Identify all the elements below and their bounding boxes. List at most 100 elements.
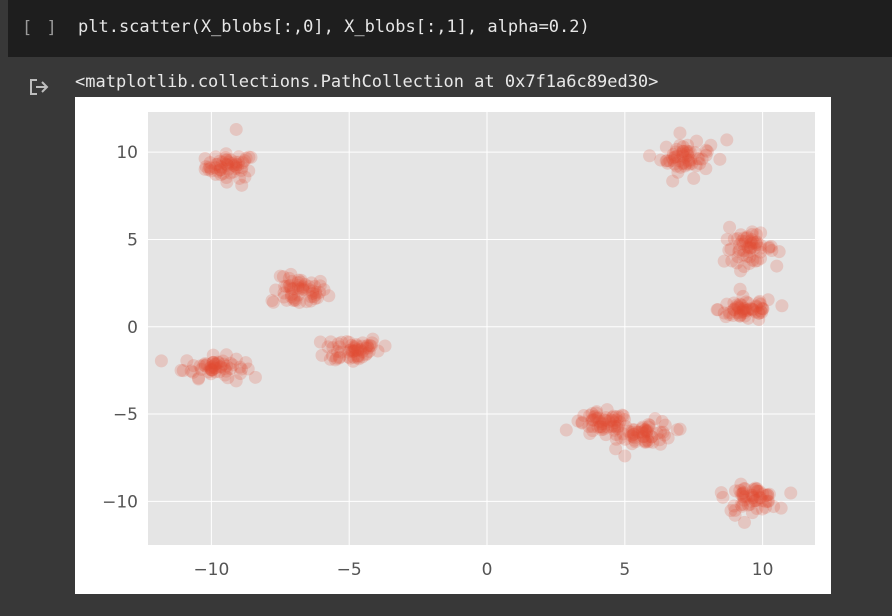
scatter-point xyxy=(727,303,741,317)
scatter-point xyxy=(607,423,621,437)
scatter-point xyxy=(343,351,357,365)
scatter-point xyxy=(606,414,620,428)
scatter-point xyxy=(345,345,359,359)
scatter-point xyxy=(586,424,600,438)
scatter-point xyxy=(730,298,744,312)
scatter-point xyxy=(673,422,687,436)
scatter-point xyxy=(710,303,724,317)
scatter-point xyxy=(716,490,730,504)
scatter-point xyxy=(628,435,642,449)
scatter-point xyxy=(346,354,360,368)
scatter-point xyxy=(304,276,318,290)
scatter-point xyxy=(738,234,752,248)
scatter-point xyxy=(741,498,755,512)
scatter-point xyxy=(737,485,751,499)
scatter-point xyxy=(221,162,235,176)
scatter-point xyxy=(206,356,220,370)
scatter-point xyxy=(354,343,368,357)
scatter-point xyxy=(352,352,366,366)
scatter-point xyxy=(216,354,230,368)
scatter-point xyxy=(673,126,687,140)
scatter-point xyxy=(663,154,677,168)
scatter-point xyxy=(625,437,639,451)
scatter-point xyxy=(206,348,220,362)
scatter-point xyxy=(738,306,752,320)
scatter-point xyxy=(232,155,246,169)
scatter-point xyxy=(280,293,294,307)
scatter-point xyxy=(734,498,748,512)
scatter-point xyxy=(191,372,205,386)
code-line[interactable]: plt.scatter(X_blobs[:,0], X_blobs[:,1], … xyxy=(78,17,590,37)
scatter-point xyxy=(733,282,747,296)
scatter-point xyxy=(737,515,751,529)
scatter-point xyxy=(670,149,684,163)
scatter-point xyxy=(306,286,320,300)
scatter-point xyxy=(628,433,642,447)
scatter-point xyxy=(659,154,673,168)
scatter-point xyxy=(748,481,762,495)
scatter-point xyxy=(724,504,738,518)
scatter-point xyxy=(575,416,589,430)
scatter-point xyxy=(307,290,321,304)
scatter-point xyxy=(640,423,654,437)
scatter-point xyxy=(221,158,235,172)
scatter-point xyxy=(672,154,686,168)
scatter-point xyxy=(209,157,223,171)
scatter-point xyxy=(744,234,758,248)
scatter-point xyxy=(309,286,323,300)
run-cell-button[interactable]: [ ] xyxy=(22,18,59,38)
scatter-point xyxy=(308,279,322,293)
scatter-point xyxy=(750,300,764,314)
scatter-point xyxy=(313,335,327,349)
scatter-point xyxy=(205,363,219,377)
scatter-point xyxy=(746,303,760,317)
scatter-point xyxy=(729,301,743,315)
scatter-point xyxy=(209,167,223,181)
scatter-point xyxy=(199,160,213,174)
scatter-point xyxy=(585,407,599,421)
scatter-point xyxy=(577,408,591,422)
scatter-point xyxy=(748,305,762,319)
scatter-point xyxy=(291,276,305,290)
scatter-point xyxy=(754,245,768,259)
scatter-point xyxy=(302,283,316,297)
scatter-point xyxy=(284,281,298,295)
scatter-point xyxy=(293,282,307,296)
scatter-point xyxy=(739,489,753,503)
scatter-point xyxy=(218,362,232,376)
scatter-point xyxy=(203,161,217,175)
scatter-point xyxy=(203,156,217,170)
y-tick-label: 10 xyxy=(116,143,138,163)
scatter-point xyxy=(756,302,770,316)
scatter-point xyxy=(682,157,696,171)
scatter-point xyxy=(187,359,201,373)
scatter-point xyxy=(719,310,733,324)
scatter-point xyxy=(287,291,301,305)
scatter-point xyxy=(607,419,621,433)
scatter-point xyxy=(737,301,751,315)
scatter-point xyxy=(660,154,674,168)
scatter-point xyxy=(608,416,622,430)
scatter-point xyxy=(197,358,211,372)
scatter-point xyxy=(753,294,767,308)
scatter-point xyxy=(207,361,221,375)
scatter-point xyxy=(597,413,611,427)
scatter-point xyxy=(231,158,245,172)
scatter-point xyxy=(723,306,737,320)
scatter-point xyxy=(775,299,789,313)
scatter-point xyxy=(285,282,299,296)
scatter-point xyxy=(626,430,640,444)
scatter-point xyxy=(752,296,766,310)
y-tick-label: 0 xyxy=(127,318,138,338)
scatter-point xyxy=(365,336,379,350)
scatter-point xyxy=(784,486,798,500)
scatter-point xyxy=(208,357,222,371)
scatter-point xyxy=(745,494,759,508)
code-cell[interactable]: [ ] plt.scatter(X_blobs[:,0], X_blobs[:,… xyxy=(8,0,892,57)
scatter-point xyxy=(596,415,610,429)
scatter-point xyxy=(680,146,694,160)
scatter-point xyxy=(291,278,305,292)
scatter-point xyxy=(639,425,653,439)
scatter-point xyxy=(242,150,256,164)
scatter-point xyxy=(209,150,223,164)
